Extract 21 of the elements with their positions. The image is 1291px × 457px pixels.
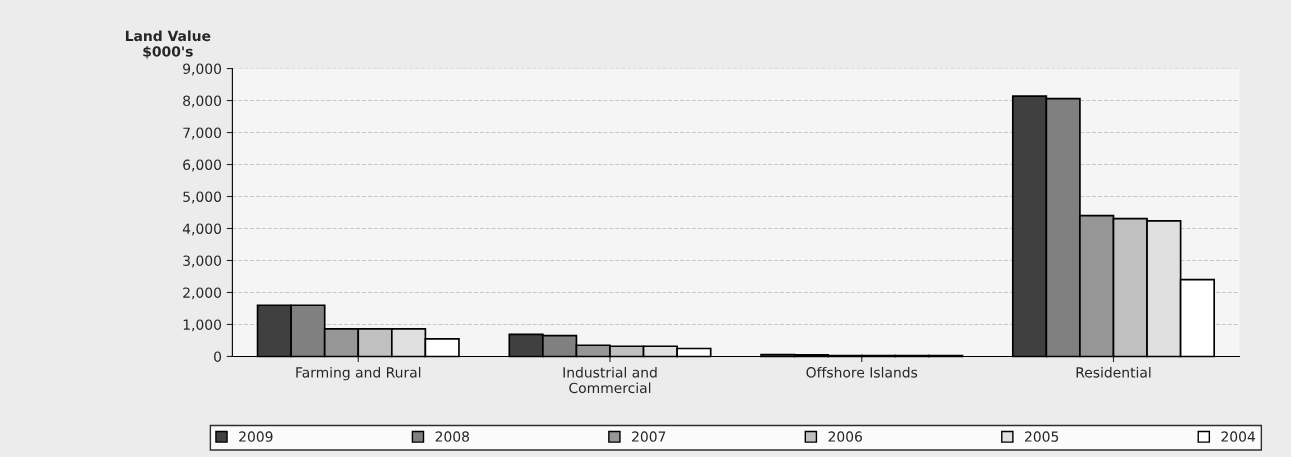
y-tick-label: 0 [214, 351, 222, 362]
legend-label: 2006 [828, 431, 863, 442]
x-tick-label: Offshore Islands [806, 366, 918, 378]
y-tick-label: 9,000 [183, 63, 222, 76]
y-tick-label: 6,000 [183, 159, 222, 172]
y-axis-title: Land Value $000's [125, 30, 211, 59]
y-tick-label: 7,000 [183, 127, 222, 140]
legend-label: 2007 [632, 431, 666, 442]
y-tick-label: 2,000 [183, 287, 222, 300]
y-tick-label: 4,000 [182, 223, 222, 236]
legend-label: 2008 [435, 431, 470, 442]
y-tick-label: 3,000 [183, 255, 222, 268]
y-tick-label: 1,000 [183, 319, 222, 332]
y-tick-label: 5,000 [183, 191, 222, 204]
legend-label: 2009 [239, 431, 273, 442]
x-tick-label: Residential [1076, 366, 1151, 378]
legend-label: 2004 [1221, 431, 1256, 442]
x-tick-label: Farming and Rural [296, 366, 421, 381]
legend-label: 2005 [1025, 431, 1059, 442]
y-tick-label: 8,000 [183, 95, 222, 108]
x-tick-label: Industrial and Commercial [563, 366, 657, 394]
